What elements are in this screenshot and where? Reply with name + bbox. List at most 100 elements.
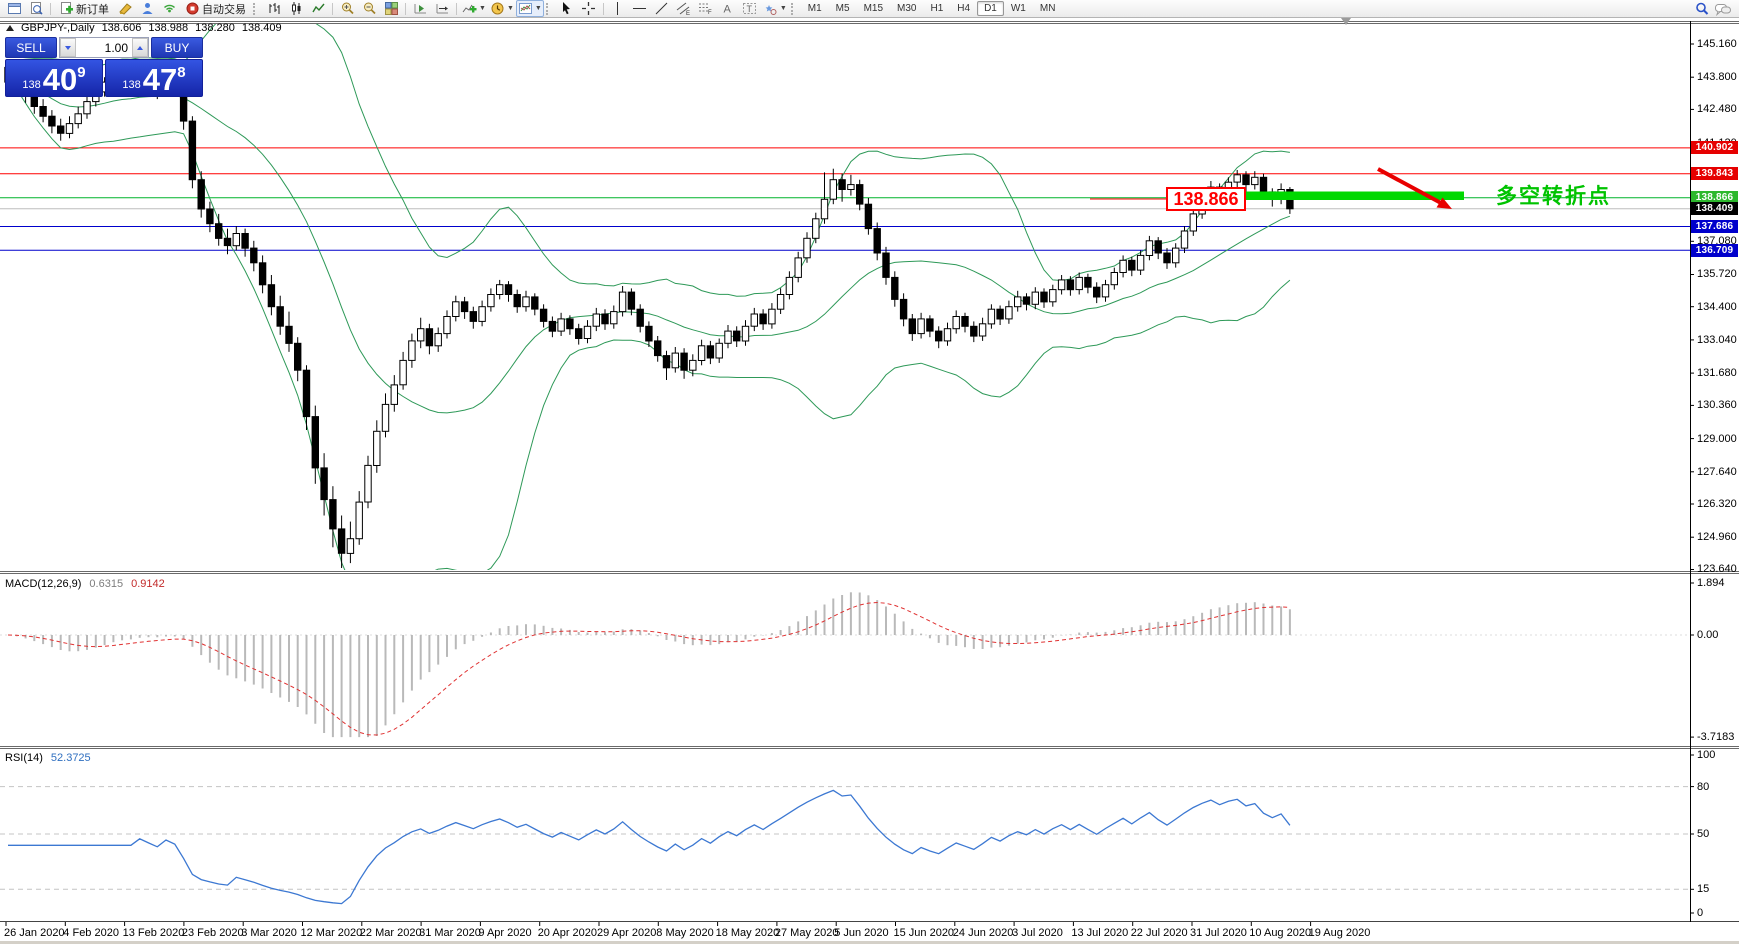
vertical-line-button[interactable] [607,0,629,17]
quote-high: 138.988 [148,22,189,34]
sell-price-sup: 9 [77,64,86,81]
volume-decrease-button[interactable] [60,38,76,57]
volume-increase-button[interactable] [132,38,148,57]
timeframe-button-d1[interactable]: D1 [977,1,1004,16]
sell-price-big: 40 [42,62,78,97]
trendline-icon [655,2,668,15]
crosshair-icon [582,2,596,15]
timeframe-button-m15[interactable]: M15 [863,3,884,14]
autotrade-icon [186,2,199,15]
autotrading-label: 自动交易 [202,3,246,16]
trendline-button[interactable] [651,0,673,17]
rsi-name: RSI(14) [5,752,43,764]
symbol-bar: GBPJPY-,Daily 138.606 138.988 138.280 13… [6,22,282,34]
timeframe-button-mn[interactable]: MN [1039,3,1056,14]
autoscroll-icon [414,4,426,14]
shapes-icon [765,5,777,15]
timeframe-button-m5[interactable]: M5 [835,3,850,14]
autotrading-button[interactable]: 自动交易 [180,0,251,17]
toolbar-separator [332,2,333,15]
svg-text:A: A [724,4,732,16]
timeframe-button-h1[interactable]: H1 [930,3,944,14]
search-icon[interactable] [1694,1,1710,17]
symbol-title: GBPJPY-,Daily [21,22,95,34]
chat-icon[interactable] [1714,1,1732,17]
toolbar-grip [545,2,552,15]
arrows-button[interactable]: ▼ [761,0,789,17]
new-order-button[interactable]: 新订单 [54,0,114,17]
timeframe-button-m30[interactable]: M30 [897,3,917,14]
macd-label: MACD(12,26,9) 0.6315 0.9142 [5,578,165,590]
periods-button[interactable]: ▼ [488,0,516,17]
indicators-button[interactable]: ▼ [460,0,488,17]
volume-stepper: 1.00 [59,37,149,58]
dropdown-caret-icon: ▼ [479,5,486,12]
collapse-panel-icon[interactable] [6,25,14,31]
line-chart-button[interactable] [307,0,329,17]
volume-input[interactable]: 1.00 [104,40,128,55]
preview-icon [30,2,43,15]
window-edge [0,941,1739,944]
svg-text:F: F [708,10,712,16]
bar-chart-button[interactable] [263,0,285,17]
timeframe-button-w1[interactable]: W1 [1010,3,1026,14]
fibonacci-button[interactable]: F [695,0,717,17]
vertical-line-icon [617,2,619,15]
templates-button[interactable]: ▼ [515,0,544,17]
buy-button[interactable]: BUY [151,37,203,58]
sell-price-tile[interactable]: 138 40 9 [5,59,103,97]
candle-chart-button[interactable] [285,0,307,17]
styler-button[interactable] [114,0,136,17]
publisher-icon [142,3,152,14]
bar-chart-icon [269,3,279,14]
text-label-button[interactable]: T [739,0,761,17]
timeframe-button-m1[interactable]: M1 [807,3,822,14]
chart-window-button[interactable] [3,0,25,17]
signals-button[interactable] [158,0,180,17]
dropdown-caret-icon: ▼ [506,5,514,12]
toolbar-right-group [1694,1,1736,17]
new-order-label: 新订单 [76,3,109,16]
toolbar-separator [405,2,406,15]
zoom-out-button[interactable] [358,0,380,17]
chinese-note: 多空转折点 [1496,184,1611,208]
toolbar-separator [50,2,51,15]
autoscroll-button[interactable] [409,0,431,17]
fibonacci-icon: F [699,3,712,16]
template-icon [518,3,532,14]
svg-text:T: T [747,4,753,14]
zoom-in-icon [341,2,354,15]
crosshair-button[interactable] [578,0,600,17]
publish-button[interactable] [136,0,158,17]
new-order-icon [61,2,73,14]
buy-price-big: 47 [142,62,178,97]
timeframe-button-h4[interactable]: H4 [957,3,971,14]
toolbar-separator [602,2,604,15]
tile-windows-button[interactable] [380,0,402,17]
channel-button[interactable]: E [673,0,695,17]
dropdown-caret-icon: ▼ [779,5,787,12]
chart-shift-button[interactable] [431,0,453,17]
toolbar-separator [456,2,457,15]
macd-signal-value: 0.9142 [131,578,165,590]
rsi-value: 52.3725 [50,752,91,764]
macd-main-value: 0.6315 [89,578,124,590]
zoom-in-button[interactable] [336,0,358,17]
cursor-button[interactable] [556,0,578,17]
toolbar-grip [253,2,259,15]
profile-button[interactable] [25,0,47,17]
buy-price-tile[interactable]: 138 47 8 [105,59,203,97]
text-button[interactable]: A [717,0,739,17]
main-toolbar: 新订单 自动交易 ▼ ▼ ▼ E F A T ▼ [0,0,1739,18]
horizontal-line-button[interactable] [629,0,651,17]
chevron-down-icon [65,45,71,50]
rsi-label: RSI(14) 52.3725 [5,752,91,764]
price-callout-box[interactable]: 138.866 [1166,187,1246,211]
signal-icon [163,4,175,13]
buy-price-prefix: 138 [122,79,141,91]
svg-text:E: E [686,11,690,16]
text-label-icon: T [743,3,757,14]
periods-clock-icon [491,2,504,15]
sell-button[interactable]: SELL [5,37,57,58]
